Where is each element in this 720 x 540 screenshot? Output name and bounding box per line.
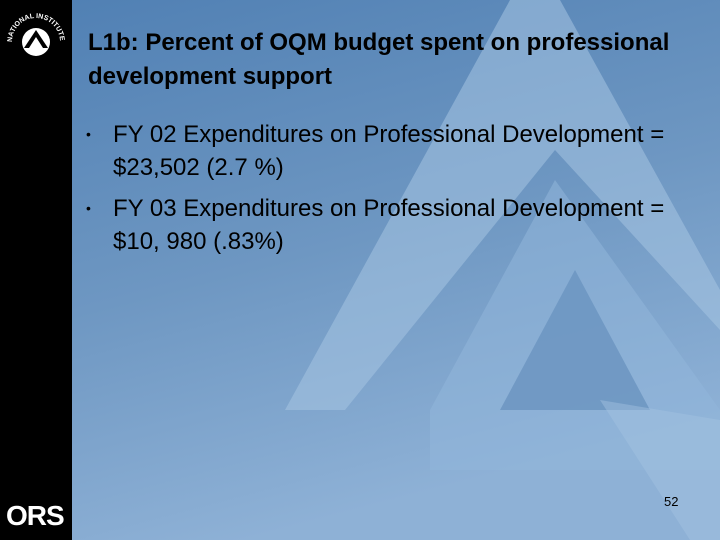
sidebar: NATIONAL INSTITUTES OF HEALTH ORS	[0, 0, 72, 540]
bullet-text: FY 02 Expenditures on Professional Devel…	[113, 121, 665, 181]
nih-logo: NATIONAL INSTITUTES OF HEALTH	[2, 4, 65, 56]
slide-title: L1b: Percent of OQM budget spent on prof…	[88, 29, 670, 90]
page-number: 52	[664, 494, 679, 509]
bullet-item: • FY 03 Expenditures on Professional Dev…	[86, 192, 686, 258]
bullet-text: FY 03 Expenditures on Professional Devel…	[113, 195, 665, 255]
bullet-list: • FY 02 Expenditures on Professional Dev…	[86, 118, 686, 266]
bullet-marker: •	[86, 126, 91, 142]
bullet-marker: •	[86, 200, 91, 216]
ors-logo: ORS	[6, 500, 65, 531]
bullet-item: • FY 02 Expenditures on Professional Dev…	[86, 118, 686, 184]
